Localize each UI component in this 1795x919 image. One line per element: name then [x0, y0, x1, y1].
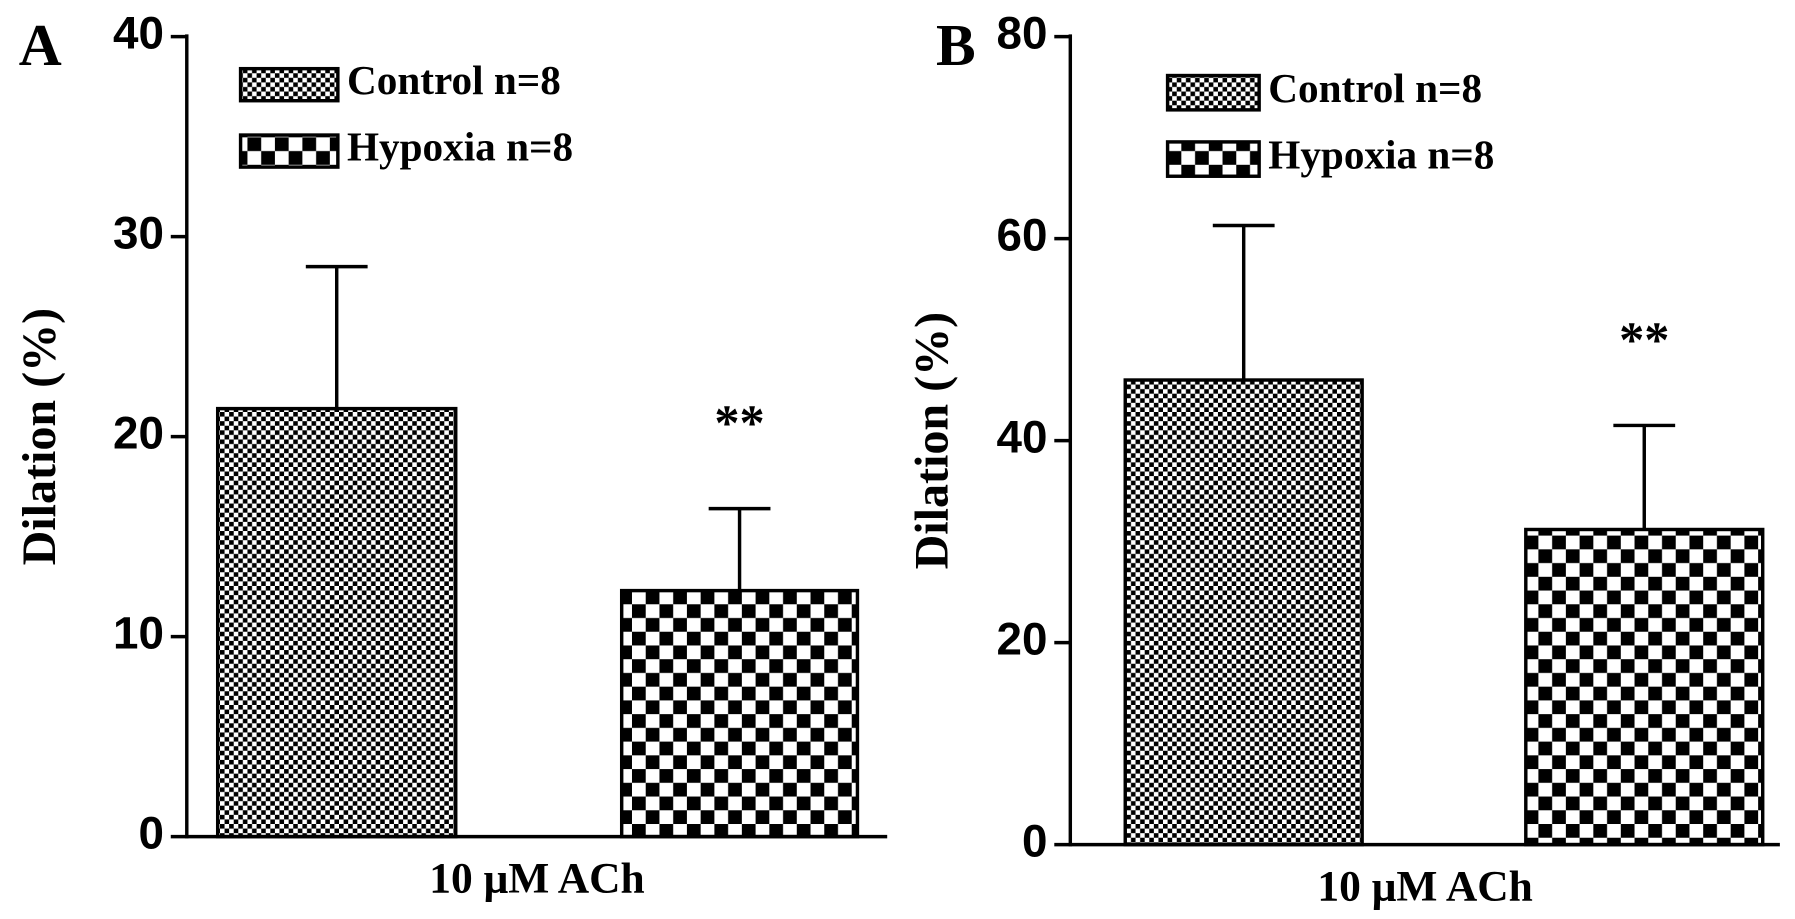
panel-label: A: [19, 12, 62, 78]
legend-swatch: [238, 133, 340, 169]
bar: [619, 588, 860, 839]
legend-label: Hypoxia n=8: [1268, 132, 1494, 178]
y-tick-label: 80: [997, 8, 1048, 59]
y-tick-label: 20: [113, 408, 164, 459]
bar: [215, 406, 458, 839]
y-tick-label: 60: [997, 210, 1048, 261]
legend-swatch: [238, 66, 340, 103]
y-tick-label: 20: [997, 614, 1048, 665]
panel-label: B: [936, 12, 976, 78]
significance-label: **: [1619, 312, 1669, 368]
y-axis-label: Dilation (%): [13, 308, 66, 566]
y-tick-label: 10: [113, 608, 164, 659]
bar: [1524, 527, 1765, 847]
x-axis-label: 10 μM ACh: [1317, 862, 1532, 910]
bar: [1123, 378, 1364, 847]
legend-label: Hypoxia n=8: [347, 124, 573, 170]
y-tick-label: 30: [113, 208, 164, 259]
legend-swatch: [1165, 73, 1261, 112]
y-axis-label: Dilation (%): [905, 312, 958, 570]
legend-label: Control n=8: [347, 57, 561, 103]
y-tick-label: 0: [138, 808, 163, 859]
legend-swatch: [1165, 140, 1261, 178]
x-axis-label: 10 μM ACh: [429, 854, 644, 902]
y-tick-label: 40: [113, 8, 164, 59]
y-tick-label: 40: [997, 412, 1048, 463]
y-tick-label: 0: [1022, 816, 1047, 867]
significance-label: **: [714, 395, 764, 451]
legend-label: Control n=8: [1268, 65, 1482, 111]
